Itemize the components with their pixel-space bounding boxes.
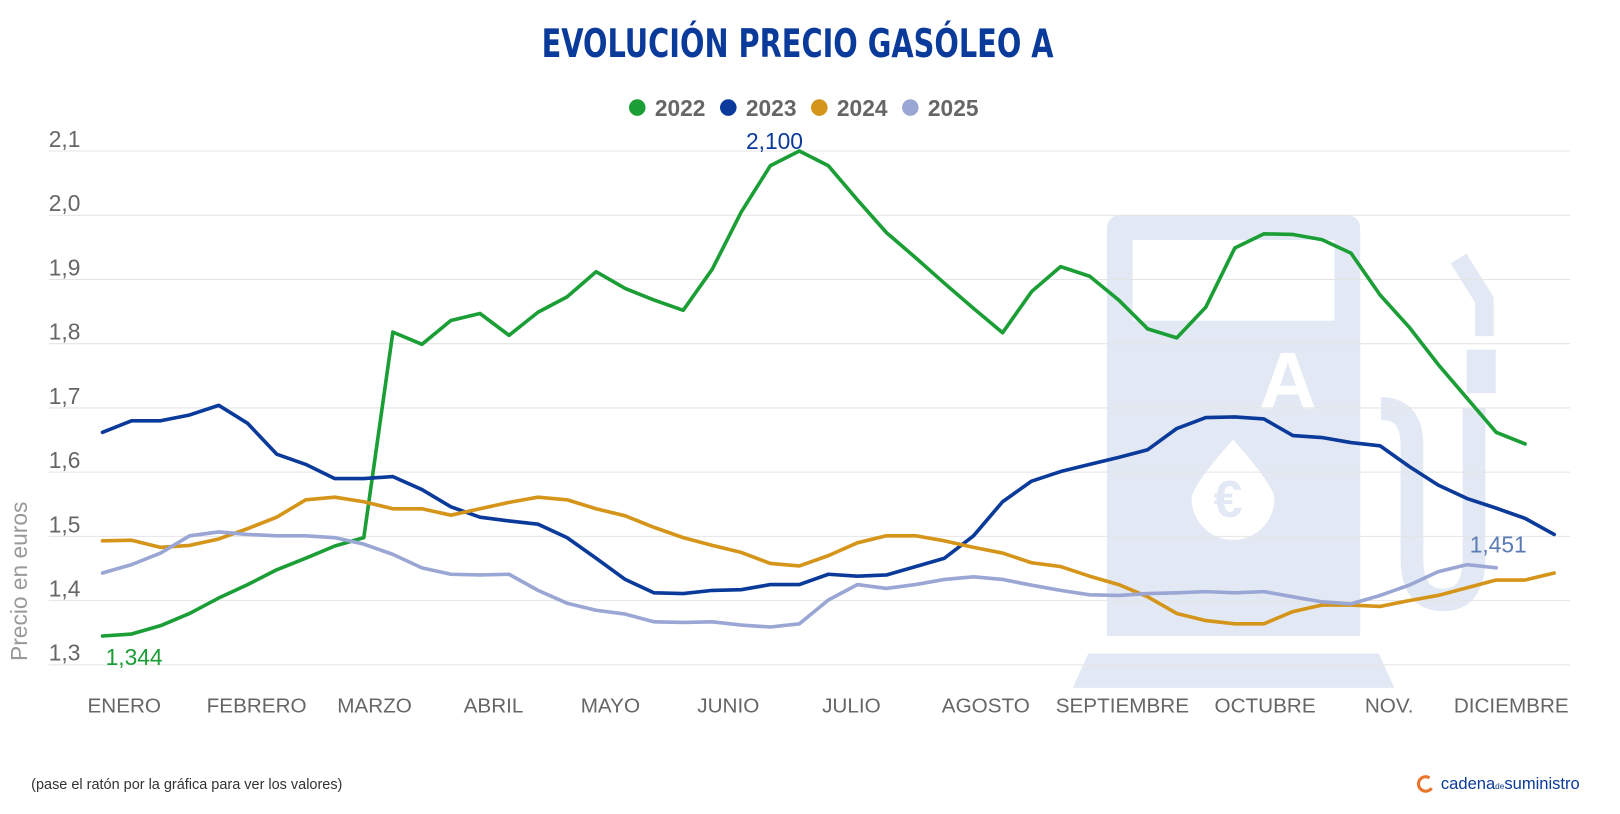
gridlines bbox=[48, 150, 1571, 666]
x-tick-label: NOV. bbox=[1365, 695, 1414, 718]
data-label: 1,344 bbox=[106, 644, 163, 670]
x-axis-ticks: ENERO FEBRERO MARZO ABRIL MAYO JUNIO JULIO AGOS… bbox=[87, 695, 1568, 718]
series-line-2022[interactable] bbox=[100, 149, 1527, 638]
brand-name-end: suministro bbox=[1504, 774, 1579, 793]
x-tick-label: ENERO bbox=[87, 695, 161, 718]
euro-icon: € bbox=[1213, 470, 1242, 528]
data-label: 1,451 bbox=[1470, 531, 1527, 557]
y-tick-label: 1,6 bbox=[49, 447, 81, 473]
y-tick-label: 1,9 bbox=[49, 254, 81, 280]
brand-logo-icon bbox=[1416, 775, 1433, 793]
brand-name: cadena bbox=[1441, 774, 1496, 793]
chart-title: EVOLUCIÓN PRECIO GASÓLEO A bbox=[542, 20, 1054, 67]
y-tick-label: 1,8 bbox=[49, 319, 81, 345]
legend-marker-2025 bbox=[902, 99, 919, 116]
y-tick-label: 1,4 bbox=[49, 575, 81, 601]
legend-label-2023[interactable]: 2023 bbox=[746, 95, 797, 121]
y-tick-label: 2,0 bbox=[49, 190, 81, 216]
x-tick-label: JUNIO bbox=[697, 695, 759, 718]
fuel-pump-icon: A € bbox=[1072, 215, 1496, 688]
data-label: 2,100 bbox=[746, 128, 803, 154]
brand-de: de bbox=[1495, 782, 1505, 791]
y-axis-label: Precio en euros bbox=[6, 502, 32, 661]
x-tick-label: DICIEMBRE bbox=[1454, 695, 1569, 718]
brand-logo[interactable]: cadenadesuministro bbox=[1416, 774, 1580, 793]
series-lines[interactable] bbox=[100, 149, 1556, 638]
series-line-2024[interactable] bbox=[100, 495, 1556, 626]
annotations: 2,100 1,344 1,451 bbox=[106, 128, 1527, 670]
legend-label-2025[interactable]: 2025 bbox=[928, 95, 979, 121]
series-line-2023[interactable] bbox=[100, 403, 1556, 596]
legend-label-2022[interactable]: 2022 bbox=[655, 95, 706, 121]
pump-letter: A bbox=[1259, 337, 1317, 427]
hover-hint: (pase el ratón por la gráfica para ver l… bbox=[31, 777, 342, 793]
y-tick-label: 1,5 bbox=[49, 511, 81, 537]
y-axis-ticks: 1,3 1,4 1,5 1,6 1,7 1,8 1,9 2,0 2,1 bbox=[49, 126, 81, 666]
legend-label-2024[interactable]: 2024 bbox=[837, 95, 888, 121]
legend-marker-2022 bbox=[628, 99, 646, 116]
legend-marker-2024 bbox=[811, 99, 828, 116]
x-tick-label: SEPTIEMBRE bbox=[1056, 695, 1189, 718]
y-tick-label: 1,3 bbox=[49, 640, 81, 666]
svg-text:cadenadesuministro: cadenadesuministro bbox=[1441, 774, 1580, 793]
x-tick-label: JULIO bbox=[822, 695, 881, 718]
legend-marker-2023 bbox=[720, 99, 737, 116]
x-tick-label: OCTUBRE bbox=[1215, 695, 1316, 718]
x-tick-label: FEBRERO bbox=[207, 695, 307, 718]
x-tick-label: AGOSTO bbox=[942, 695, 1030, 718]
y-tick-label: 1,7 bbox=[49, 383, 81, 409]
y-tick-label: 2,1 bbox=[49, 126, 81, 152]
x-tick-label: MAYO bbox=[581, 695, 640, 718]
legend: 2022 2023 2024 2025 bbox=[628, 95, 979, 121]
x-tick-label: MARZO bbox=[337, 695, 412, 718]
x-tick-label: ABRIL bbox=[464, 695, 524, 718]
series-line-2025[interactable] bbox=[100, 530, 1498, 629]
